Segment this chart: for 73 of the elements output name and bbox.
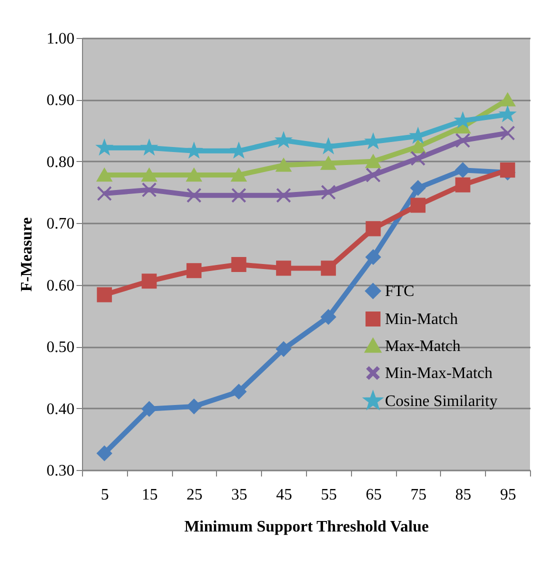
point bbox=[276, 158, 292, 172]
point bbox=[142, 168, 157, 182]
x-tick-label: 25 bbox=[186, 486, 202, 504]
point bbox=[142, 274, 157, 289]
y-axis-title: F-Measure bbox=[18, 217, 36, 292]
point bbox=[231, 188, 246, 203]
point bbox=[366, 167, 381, 183]
point bbox=[320, 309, 336, 324]
point bbox=[366, 221, 381, 236]
y-tick-label: 0.30 bbox=[46, 462, 74, 480]
point bbox=[366, 250, 381, 265]
point bbox=[455, 132, 470, 148]
point bbox=[231, 168, 246, 182]
point bbox=[186, 188, 202, 203]
point bbox=[410, 198, 426, 213]
point bbox=[320, 184, 336, 200]
point bbox=[97, 140, 112, 154]
y-tick-label: 0.70 bbox=[46, 216, 74, 233]
point bbox=[231, 256, 246, 272]
point bbox=[500, 162, 516, 178]
point bbox=[186, 398, 202, 414]
x-tick-label: 85 bbox=[455, 486, 472, 504]
point bbox=[276, 188, 292, 203]
legend-label: Min-Match bbox=[385, 311, 458, 328]
point bbox=[276, 132, 291, 147]
point bbox=[232, 143, 246, 158]
point bbox=[320, 156, 336, 170]
y-tick-label: 0.50 bbox=[46, 339, 74, 356]
point bbox=[186, 263, 202, 278]
point bbox=[455, 177, 470, 192]
point bbox=[142, 401, 157, 416]
point bbox=[410, 128, 426, 142]
point bbox=[231, 384, 246, 400]
point bbox=[455, 162, 470, 178]
y-tick-label: 1.00 bbox=[46, 30, 74, 48]
x-tick-label: 65 bbox=[366, 486, 382, 504]
legend-label: Max-Match bbox=[385, 338, 461, 355]
point bbox=[96, 287, 112, 302]
point bbox=[276, 260, 292, 276]
point bbox=[186, 143, 202, 158]
point bbox=[366, 154, 381, 168]
point bbox=[366, 134, 380, 148]
y-tick-label: 0.60 bbox=[46, 277, 74, 294]
point bbox=[276, 342, 292, 357]
y-tick-label: 0.90 bbox=[46, 92, 74, 110]
point bbox=[186, 168, 202, 182]
point bbox=[96, 168, 112, 182]
point bbox=[500, 126, 516, 141]
x-tick-label: 45 bbox=[276, 486, 292, 504]
point bbox=[142, 182, 157, 198]
legend-label: Min-Max-Match bbox=[385, 365, 493, 382]
point bbox=[320, 260, 336, 276]
point bbox=[96, 446, 112, 461]
point bbox=[410, 140, 426, 154]
point bbox=[456, 113, 470, 127]
legend-label: FTC bbox=[385, 283, 414, 300]
point bbox=[410, 180, 426, 196]
x-tick-label: 15 bbox=[142, 486, 158, 504]
x-tick-label: 5 bbox=[100, 486, 109, 504]
x-axis-title: Minimum Support Threshold Value bbox=[184, 518, 429, 536]
x-tick-label: 35 bbox=[231, 486, 248, 504]
x-tick-label: 95 bbox=[500, 486, 516, 504]
x-tick-label: 75 bbox=[410, 486, 426, 504]
point bbox=[500, 93, 516, 106]
point bbox=[410, 150, 426, 166]
point bbox=[321, 139, 336, 153]
point bbox=[500, 107, 515, 121]
legend-label: Cosine Similarity bbox=[385, 393, 498, 410]
point bbox=[142, 140, 156, 154]
x-tick-label: 55 bbox=[320, 486, 337, 504]
point bbox=[96, 186, 112, 202]
y-tick-label: 0.80 bbox=[46, 154, 74, 171]
y-tick-label: 0.40 bbox=[46, 400, 74, 418]
